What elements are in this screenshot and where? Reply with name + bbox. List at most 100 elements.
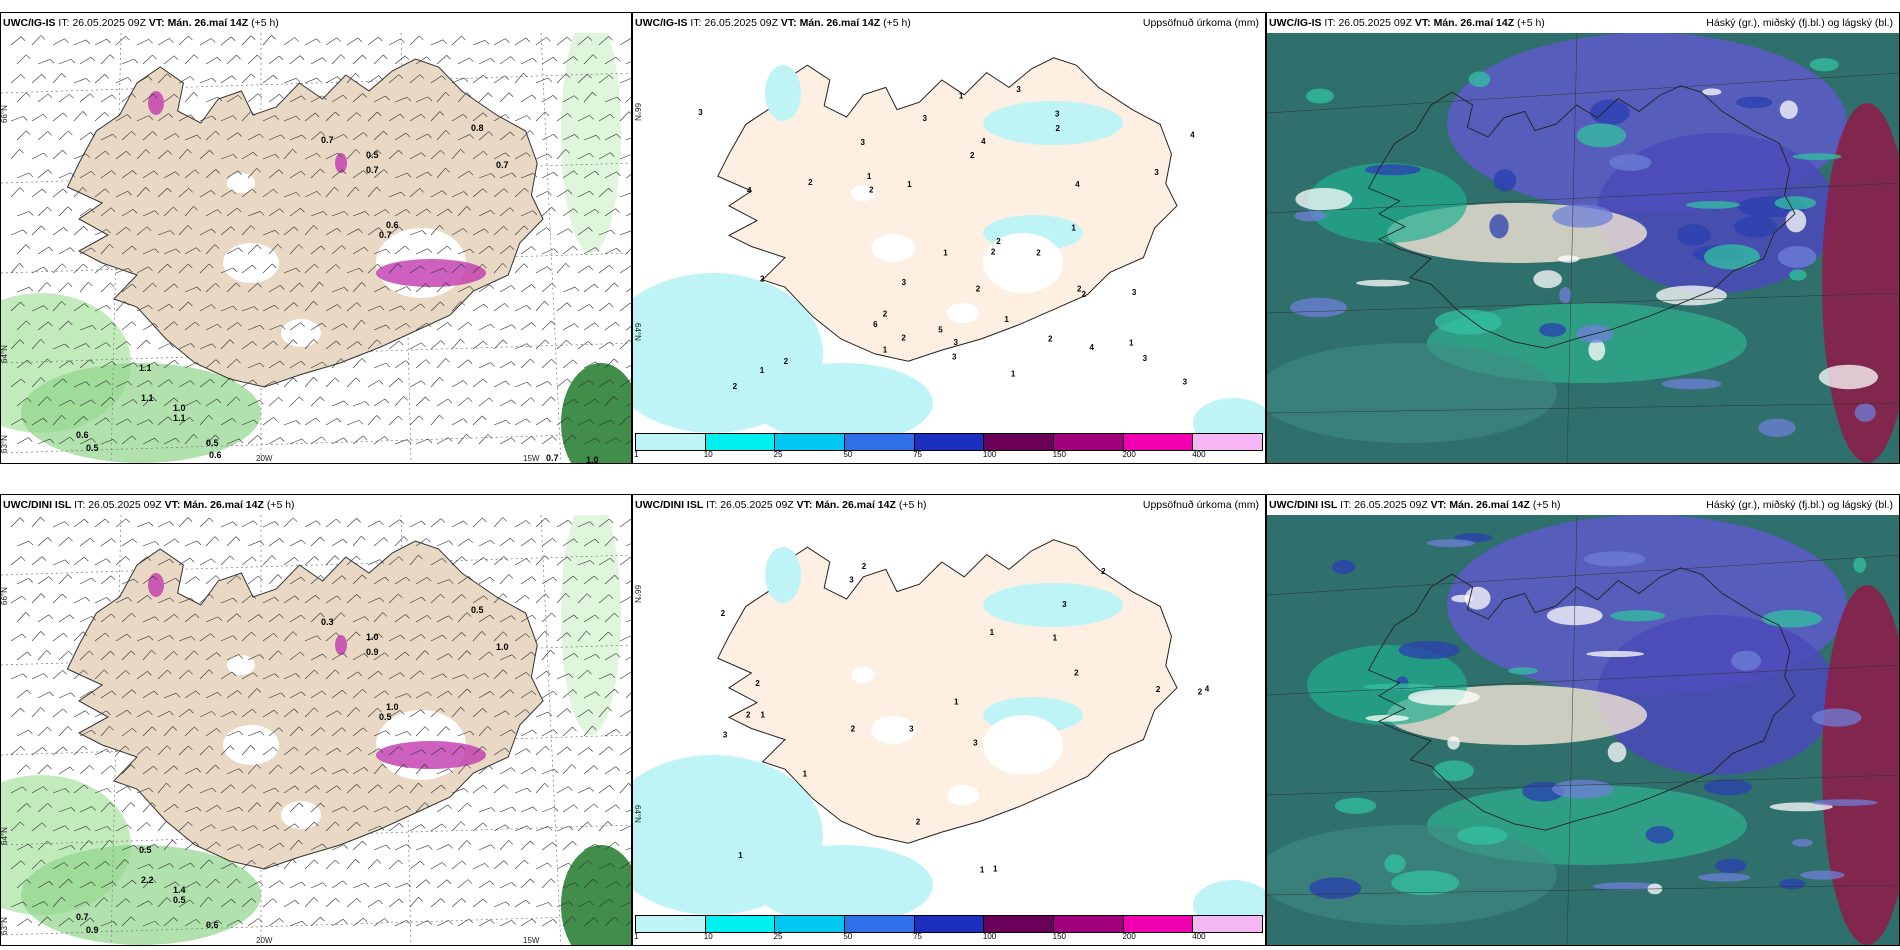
wind-barb: [175, 881, 180, 887]
wind-barb: [499, 56, 511, 65]
wind-barb: [331, 287, 345, 293]
wind-barb: [314, 263, 319, 269]
wind-barb: [94, 264, 106, 274]
wind-barb: [325, 859, 336, 870]
wind-barb: [289, 244, 300, 255]
wind-barb: [289, 881, 302, 889]
wind-barb: [604, 575, 615, 585]
wind-barb: [436, 540, 450, 547]
wind-barb: [541, 95, 554, 103]
wind-barb: [142, 843, 155, 851]
wind-barb: [376, 859, 382, 864]
wind-barb: [20, 860, 26, 865]
wind-barb: [544, 111, 550, 117]
wind-barb: [409, 896, 419, 908]
wind-barb: [502, 263, 507, 268]
wind-barb: [310, 281, 320, 293]
wind-barb: [552, 436, 557, 441]
wind-barb: [20, 378, 26, 384]
wind-barb: [211, 343, 217, 349]
wind-barb: [378, 36, 383, 42]
wind-barb: [142, 437, 155, 445]
wind-barb: [289, 539, 302, 547]
wind-barb: [461, 860, 467, 866]
wind-barb: [615, 208, 620, 213]
value-label: 2: [901, 334, 906, 343]
wind-barb: [100, 170, 112, 179]
wind-barb: [583, 538, 596, 547]
wind-barb: [268, 918, 280, 927]
wind-barb: [299, 282, 304, 288]
cloud-patch: [1551, 779, 1614, 799]
wind-barb: [574, 323, 579, 328]
value-label: 2: [991, 248, 996, 257]
wind-barb: [251, 898, 256, 903]
wind-barb: [184, 434, 194, 445]
wind-barb: [567, 519, 573, 525]
panel-title: [625, 495, 629, 515]
wind-barb: [577, 787, 590, 794]
panel-title: Uppsöfnuð úrkoma (mm): [1142, 17, 1259, 29]
wind-barb: [127, 381, 132, 386]
wind-barb: [436, 579, 450, 585]
colorbar-label: 150: [1052, 932, 1067, 941]
wind-barb: [315, 417, 321, 423]
wind-barb: [619, 783, 629, 794]
wind-barb: [83, 226, 88, 231]
wind-barb: [37, 93, 49, 103]
graticule-line: [1, 914, 631, 936]
wind-barb: [535, 77, 549, 84]
wind-barb: [373, 324, 387, 331]
wind-barb: [541, 878, 552, 889]
wind-barb: [409, 782, 419, 794]
wind-barb: [457, 730, 471, 737]
wind-barb: [163, 692, 177, 699]
wind-barb: [10, 378, 22, 388]
wind-barb: [189, 557, 195, 563]
wind-barb: [220, 597, 234, 604]
value-label: 4: [981, 137, 986, 146]
wind-barb: [619, 379, 631, 388]
wind-barb: [236, 358, 241, 364]
wind-barb: [346, 898, 357, 908]
wind-barb: [404, 245, 410, 251]
wind-barb: [385, 806, 391, 811]
wind-barb: [546, 227, 551, 232]
wind-barb: [430, 518, 442, 528]
wind-barb: [529, 130, 534, 135]
wind-barb: [133, 58, 139, 64]
wind-barb: [247, 244, 258, 255]
wind-barb: [184, 321, 196, 331]
wind-barb: [478, 919, 491, 927]
wind-barb: [91, 577, 96, 583]
wind-barb: [403, 536, 409, 541]
wind-barb: [493, 631, 504, 642]
wind-barb: [187, 148, 192, 154]
wind-barb: [247, 764, 257, 775]
wind-barb: [378, 380, 384, 385]
wind-barb: [193, 206, 198, 211]
colorbar-swatch: [1123, 916, 1194, 932]
wind-barb: [430, 898, 442, 908]
wind-barb: [112, 881, 117, 887]
wind-barb: [106, 38, 111, 44]
wind-barb: [220, 305, 234, 312]
wind-barb: [199, 190, 212, 198]
wind-barb: [163, 803, 175, 813]
wind-barb: [31, 377, 42, 388]
wind-barb: [520, 173, 534, 179]
wind-barb: [481, 631, 486, 636]
wind-barb: [490, 362, 496, 367]
wind-barb: [111, 538, 116, 543]
wind-barb: [301, 539, 306, 545]
wind-barb: [415, 359, 427, 369]
wind-barb: [195, 919, 201, 924]
wind-barb: [83, 263, 88, 269]
wind-barb: [468, 918, 474, 924]
wind-barb: [274, 825, 279, 830]
wind-barb: [595, 654, 600, 659]
wind-barb: [405, 360, 410, 365]
wind-barb: [247, 93, 259, 103]
wind-barb: [226, 396, 237, 407]
wind-barb: [502, 339, 508, 344]
